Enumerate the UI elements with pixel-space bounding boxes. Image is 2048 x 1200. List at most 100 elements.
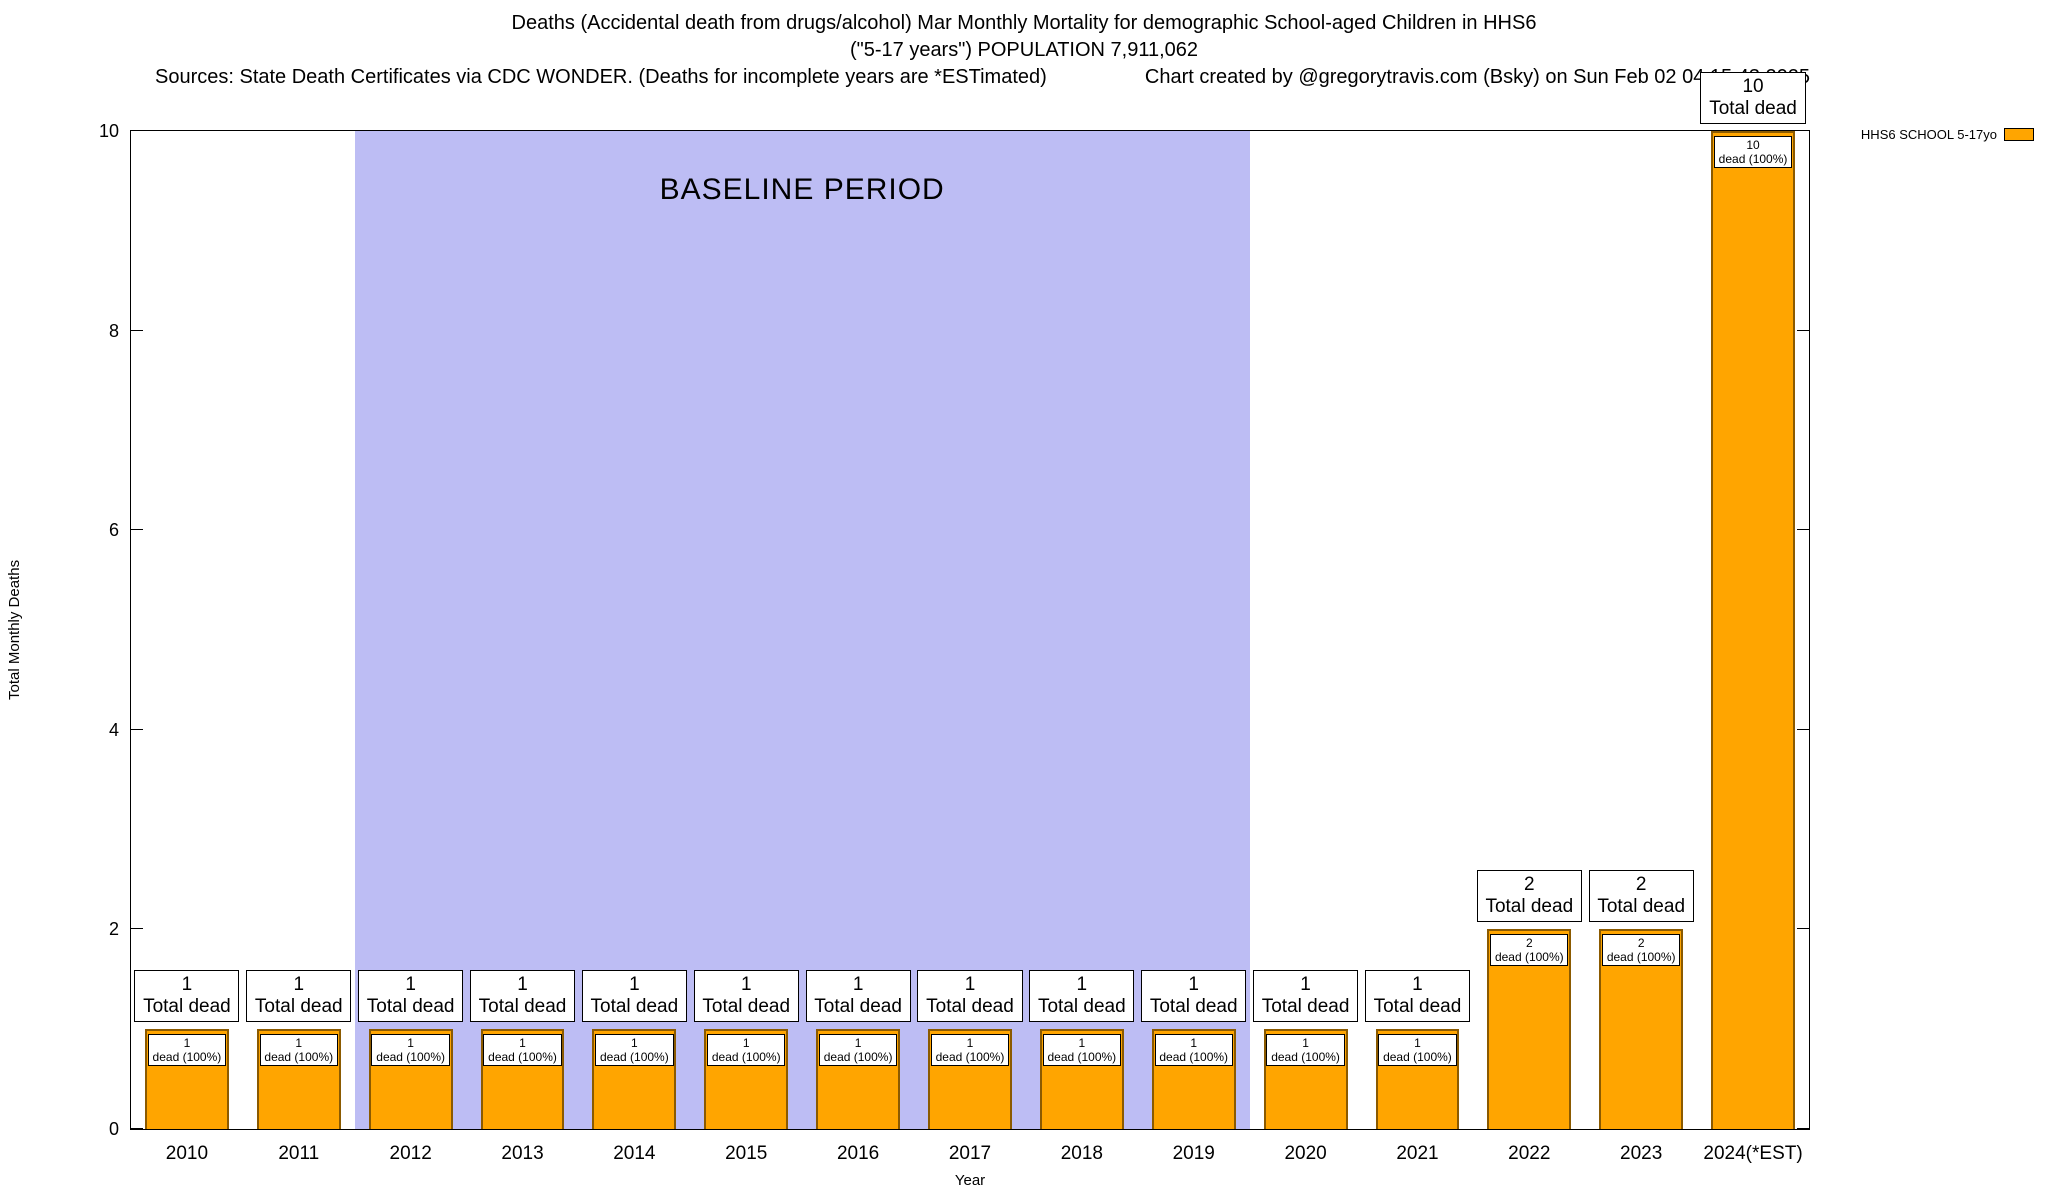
bar-slot: 2 Total dead 2 dead (100%) 2023 <box>1585 131 1697 1164</box>
bar-inner-text: dead (100%) <box>1606 950 1676 965</box>
y-tick-mark <box>1797 529 1809 531</box>
bar-total-count: 1 <box>1076 974 1088 996</box>
bar-total-count: 2 <box>1635 874 1647 896</box>
bar-inner-text: dead (100%) <box>711 1050 781 1065</box>
y-tick-mark <box>131 130 143 131</box>
y-tick-mark <box>1797 728 1809 730</box>
bar-total-text: Total dead <box>702 996 791 1018</box>
y-tick-mark <box>1797 130 1809 131</box>
bar-inner-label: 1 dead (100%) <box>930 1034 1010 1067</box>
bar-total-label: 1 Total dead <box>805 970 911 1023</box>
bar-inner-label: 1 dead (100%) <box>1042 1034 1121 1067</box>
y-tick-label: 10 <box>98 121 119 141</box>
bar-total-label: 1 Total dead <box>358 970 464 1023</box>
bar-inner-count: 1 <box>295 1036 303 1051</box>
bar-total-text: Total dead <box>1597 896 1686 918</box>
bar-total-label: 1 Total dead <box>1253 970 1359 1023</box>
bar-total-count: 1 <box>1412 974 1423 996</box>
x-tick-label: 2018 <box>1060 1143 1103 1164</box>
plot-area: BASELINE PERIOD 0 2 4 6 8 10 1 Total dead 1 dead (… <box>99 72 1810 1164</box>
legend-label: HHS6 SCHOOL 5-17yo <box>1860 127 1997 142</box>
bar-inner-count: 1 <box>1302 1036 1309 1051</box>
bar-total-text: Total dead <box>926 996 1014 1018</box>
y-tick-mark <box>1797 1128 1809 1129</box>
bar-total-text: Total dead <box>1485 896 1574 918</box>
legend-swatch <box>2004 128 2034 141</box>
bar-total-label: 2 Total dead <box>1476 870 1582 923</box>
x-tick-label: 2019 <box>1172 1143 1215 1164</box>
bar-total-count: 1 <box>181 974 193 996</box>
bar-total-count: 1 <box>293 974 305 996</box>
bar-inner-text: dead (100%) <box>1718 152 1788 166</box>
bar-slot: 1 Total dead 1 dead (100%) 2013 <box>467 131 579 1164</box>
bar-inner-count: 1 <box>1414 1036 1421 1051</box>
bar-total-count: 1 <box>517 974 528 996</box>
bar-total-text: Total dead <box>1149 996 1238 1018</box>
bar-total-count: 1 <box>1188 974 1199 996</box>
bar-slot: 1 Total dead 1 dead (100%) 2015 <box>690 131 802 1164</box>
bar-total-text: Total dead <box>1037 996 1126 1018</box>
bar-inner-count: 1 <box>966 1036 974 1051</box>
bar-total-text: Total dead <box>1261 996 1350 1018</box>
bar-inner-count: 2 <box>1525 936 1533 951</box>
bar-inner-text: dead (100%) <box>1271 1050 1340 1065</box>
legend: HHS6 SCHOOL 5-17yo <box>1861 127 2034 142</box>
bar-total-label: 1 Total dead <box>1364 970 1471 1023</box>
y-tick-label: 2 <box>108 919 119 940</box>
bar-inner-text: dead (100%) <box>264 1050 334 1065</box>
bar-inner-label: 1 dead (100%) <box>1266 1034 1345 1067</box>
chart-title: Deaths (Accidental death from drugs/alco… <box>511 12 1537 34</box>
bar-inner-count: 1 <box>854 1036 862 1051</box>
bar-slot: 1 Total dead 1 dead (100%) 2011 <box>243 131 355 1164</box>
y-tick-label: 8 <box>108 320 119 341</box>
bar-total-label: 1 Total dead <box>246 970 352 1023</box>
bar-total-count: 1 <box>1300 974 1311 996</box>
x-tick-label: 2022 <box>1508 1143 1551 1164</box>
bar-inner-count: 1 <box>407 1036 414 1051</box>
chart-subtitle: ("5-17 years") POPULATION 7,911,062 <box>849 39 1199 61</box>
bar-inner-text: dead (100%) <box>1494 950 1564 965</box>
bar-inner-count: 1 <box>631 1036 638 1051</box>
bar-inner-label: 2 dead (100%) <box>1602 934 1681 967</box>
bar-inner-label: 1 dead (100%) <box>1154 1034 1233 1067</box>
y-tick-mark <box>1797 928 1809 930</box>
bar-total-text: Total dead <box>1709 98 1797 119</box>
x-tick-label: 2016 <box>836 1143 880 1164</box>
bar-total-text: Total dead <box>143 996 231 1018</box>
y-tick-label: 4 <box>108 719 119 740</box>
bar-total-label: 2 Total dead <box>1588 870 1694 923</box>
bar-inner-label: 1 dead (100%) <box>707 1034 786 1067</box>
bar-inner-count: 2 <box>1637 936 1645 951</box>
x-tick-label: 2012 <box>389 1143 432 1164</box>
bar-slot: 1 Total dead 1 dead (100%) 2012 <box>355 131 467 1164</box>
y-tick-mark <box>131 928 143 930</box>
bar-inner-label: 1 dead (100%) <box>483 1034 562 1067</box>
bar-inner-text: dead (100%) <box>823 1050 893 1065</box>
y-tick-label: 6 <box>108 520 119 541</box>
bar <box>1711 131 1795 1129</box>
bar-inner-count: 1 <box>183 1036 191 1051</box>
bar-total-count: 1 <box>405 974 416 996</box>
x-tick-label: 2021 <box>1396 1143 1439 1164</box>
bar-inner-label: 10 dead (100%) <box>1713 136 1793 168</box>
bar-inner-label: 1 dead (100%) <box>147 1034 227 1067</box>
y-tick-mark <box>131 529 143 531</box>
bar-total-label: 1 Total dead <box>1029 970 1135 1023</box>
x-tick-label: 2013 <box>501 1143 544 1164</box>
bar-inner-count: 1 <box>519 1036 526 1051</box>
bar-total-count: 1 <box>740 974 752 996</box>
x-tick-label: 2015 <box>725 1143 768 1164</box>
y-tick-mark <box>131 329 143 331</box>
bar-total-count: 1 <box>852 974 864 996</box>
bar-inner-text: dead (100%) <box>1383 1050 1452 1065</box>
bar-inner-count: 1 <box>1078 1036 1086 1051</box>
bar-total-text: Total dead <box>478 996 567 1018</box>
bar-inner-text: dead (100%) <box>376 1050 445 1065</box>
bar-total-text: Total dead <box>254 996 343 1018</box>
bar-total-count: 1 <box>629 974 640 996</box>
bar-inner-label: 2 dead (100%) <box>1490 934 1569 967</box>
bar-total-text: Total dead <box>814 996 902 1018</box>
x-tick-label: 2010 <box>165 1143 209 1164</box>
baseline-label: BASELINE PERIOD <box>659 173 945 206</box>
